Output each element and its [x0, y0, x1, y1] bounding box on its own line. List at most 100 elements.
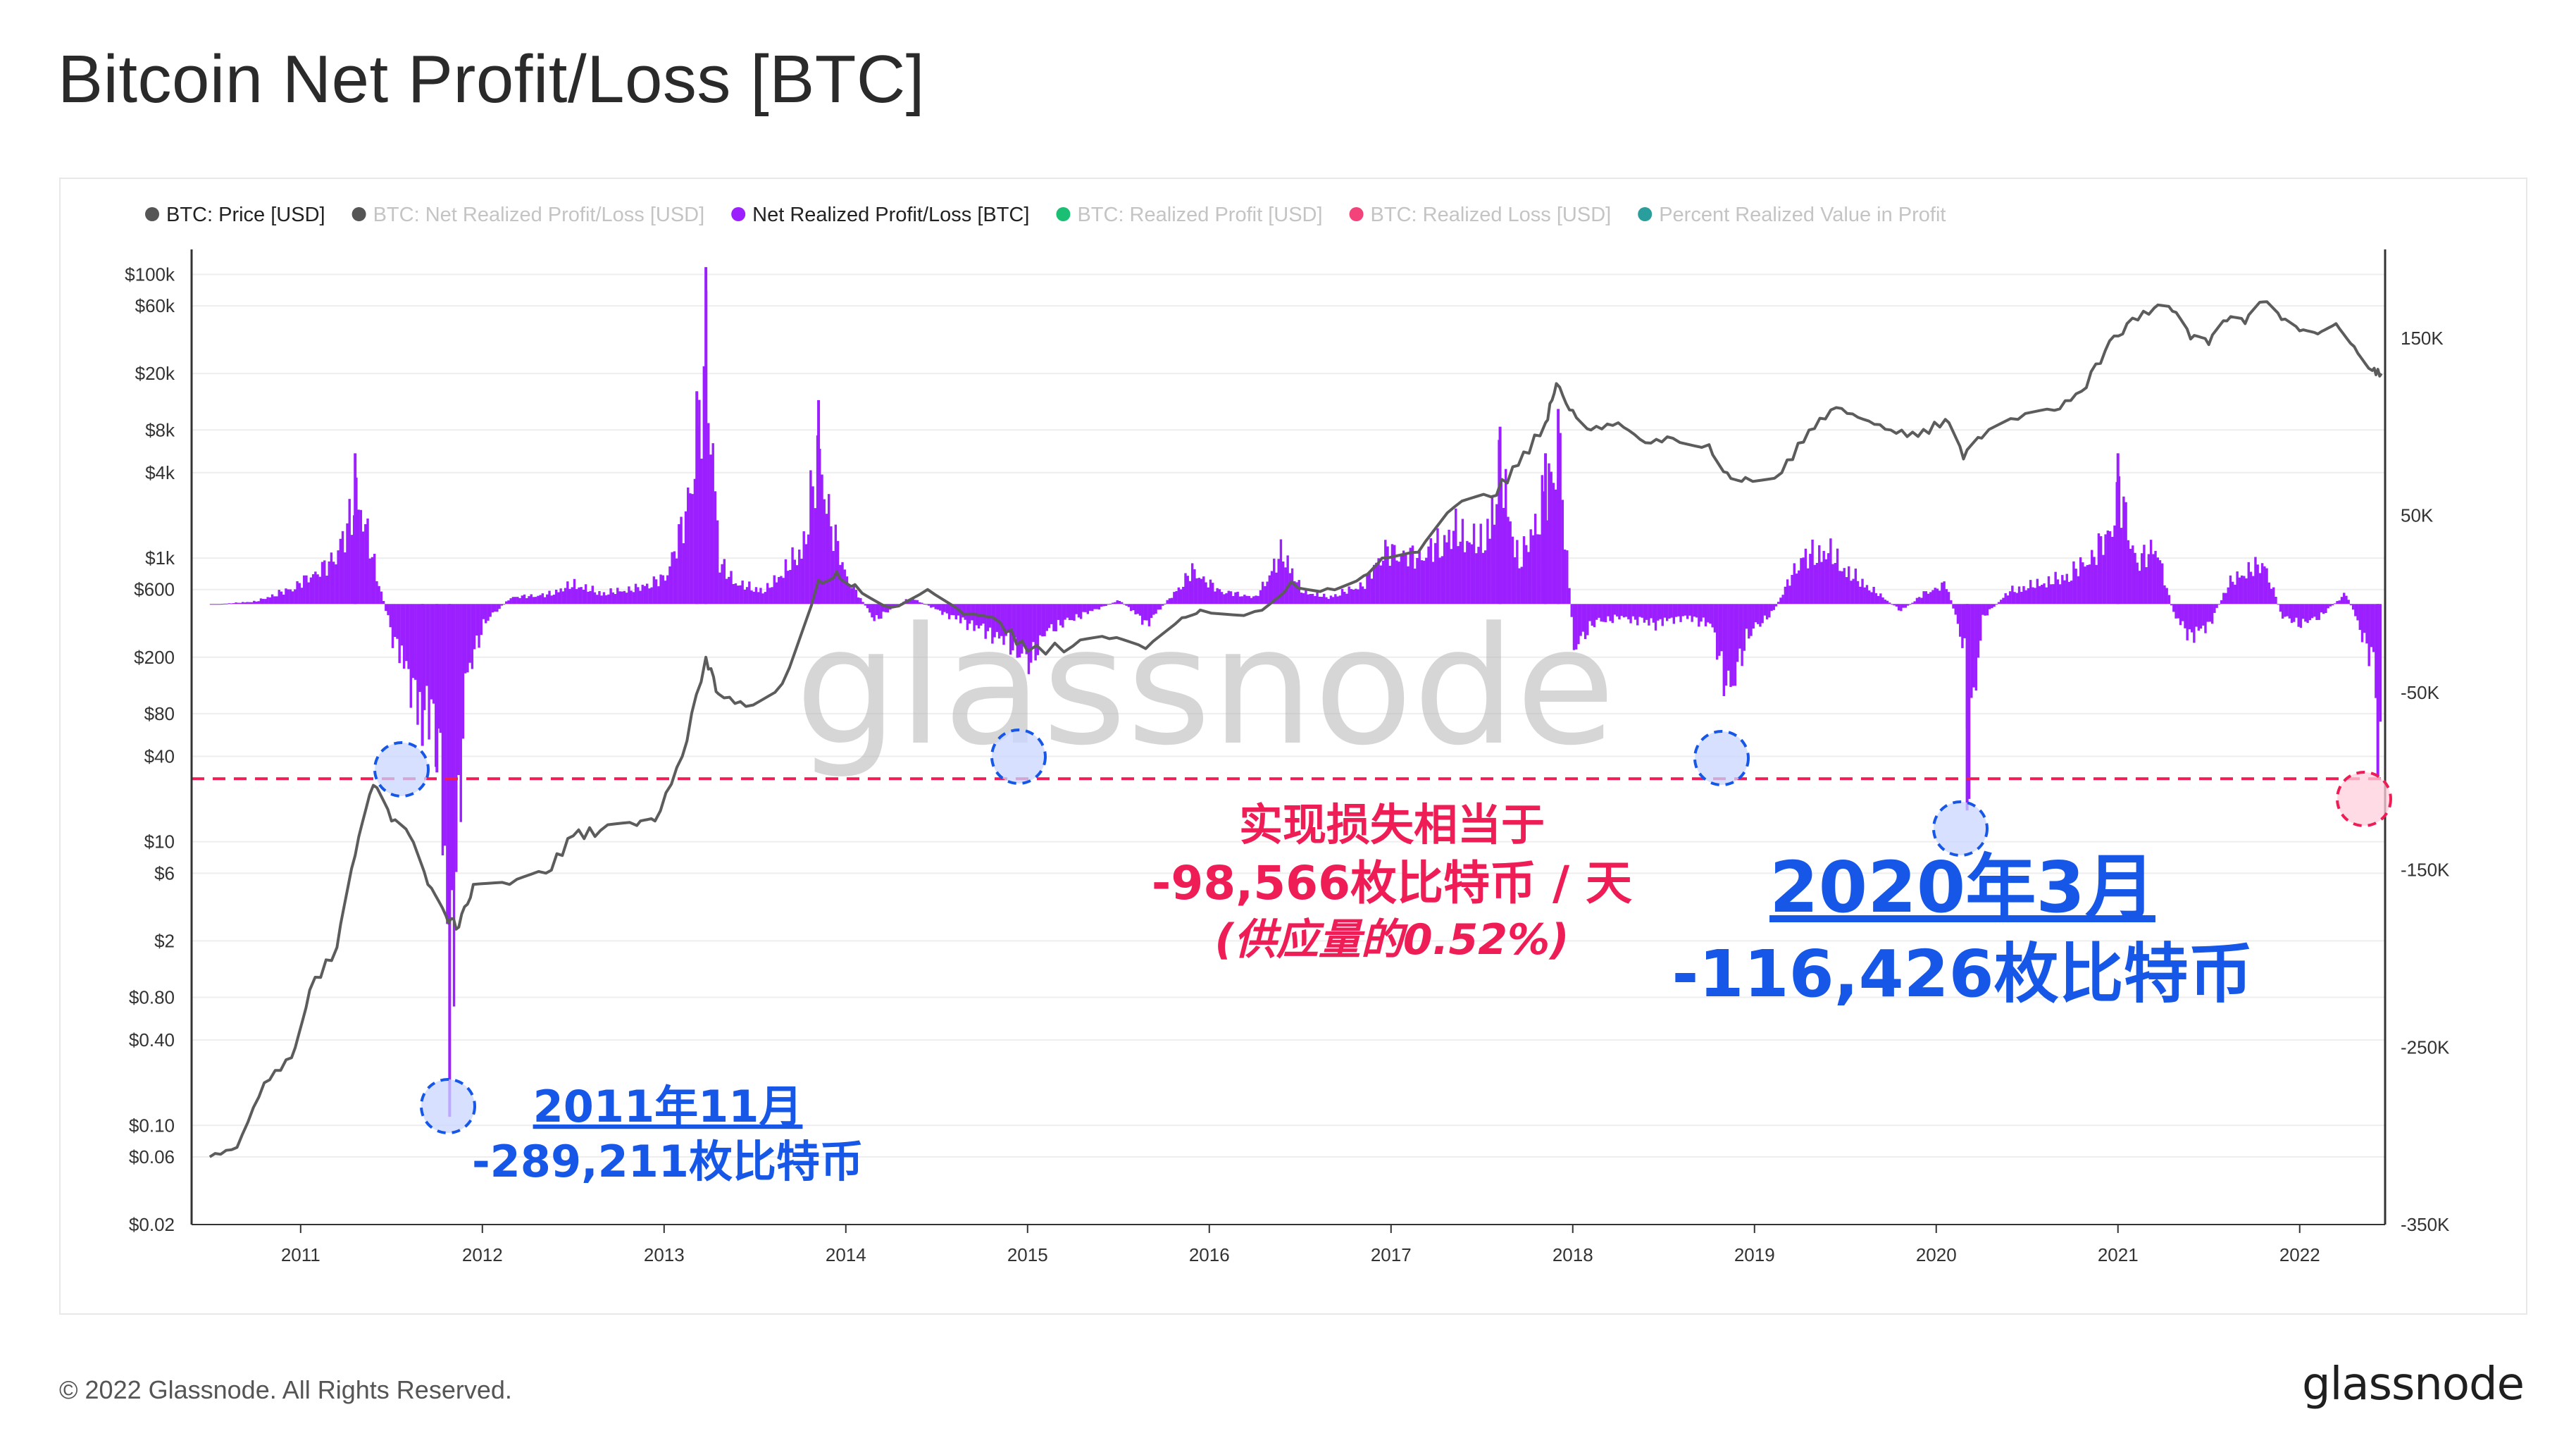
net-pl-bar-279: [843, 569, 846, 605]
legend-item-0[interactable]: BTC: Price [USD]: [166, 204, 325, 226]
net-pl-bar-517: [1384, 540, 1387, 605]
net-pl-bar-693: [1784, 586, 1787, 605]
net-pl-bar-728: [1863, 587, 1866, 605]
net-pl-bar-723: [1852, 578, 1855, 605]
net-pl-bar-185: [630, 590, 633, 605]
net-pl-bar-710: [1822, 550, 1825, 605]
net-pl-bar-51: [325, 576, 328, 605]
net-pl-bar-909: [2275, 597, 2277, 605]
annotation-current-line1: 实现损失相当于: [1239, 799, 1545, 850]
net-pl-bar-565: [1493, 524, 1496, 605]
net-pl-bar-835: [2106, 530, 2110, 605]
net-pl-bar-454: [1240, 596, 1244, 605]
legend-item-5[interactable]: Percent Realized Value in Profit: [1659, 204, 1946, 226]
net-pl-bar-310: [914, 600, 916, 605]
net-pl-bar-4: [218, 604, 222, 605]
net-pl-bar-312: [918, 602, 921, 605]
net-pl-bar-192: [645, 583, 649, 605]
net-pl-bar-57: [339, 538, 342, 605]
left-tick-label-14: $0.40: [129, 1029, 175, 1051]
net-pl-bar-358: [1023, 604, 1026, 647]
net-pl-bar-363: [1034, 604, 1037, 661]
net-pl-bar-531: [1416, 558, 1419, 605]
net-pl-bar-612: [1600, 604, 1603, 622]
net-pl-bar-231: [734, 583, 738, 605]
net-pl-bar-388: [1091, 604, 1094, 612]
net-pl-bar-37: [294, 589, 297, 605]
net-pl-bar-778: [1977, 604, 1980, 658]
legend-item-1[interactable]: BTC: Net Realized Profit/Loss [USD]: [373, 204, 705, 226]
net-pl-bar-436: [1200, 578, 1203, 605]
x-tick-label-10: 2021: [2098, 1244, 2139, 1265]
net-pl-bar-930: [2322, 604, 2325, 614]
net-pl-bar-484: [1309, 593, 1312, 605]
net-pl-bar-163: [580, 587, 583, 605]
left-tick-label-12: $2: [154, 930, 175, 951]
net-pl-bar-500: [1345, 593, 1348, 605]
legend-item-2[interactable]: Net Realized Profit/Loss [BTC]: [752, 204, 1029, 226]
net-pl-bar-164: [582, 590, 585, 605]
net-pl-bar-54: [332, 562, 335, 605]
net-pl-bar-941: [2347, 600, 2350, 605]
net-pl-bar-48: [318, 576, 321, 605]
net-pl-bar-652: [1691, 604, 1693, 622]
net-pl-bar-414: [1150, 604, 1153, 619]
net-pl-bar-902: [2258, 573, 2262, 605]
net-pl-bar-472: [1281, 561, 1285, 605]
net-pl-bar-359: [1025, 604, 1028, 655]
net-pl-bar-41: [303, 575, 306, 605]
net-pl-bar-882: [2213, 604, 2216, 613]
net-pl-bar-246: [769, 588, 771, 605]
net-pl-bar-533: [1420, 560, 1424, 605]
net-pl-bar-213: [693, 478, 697, 605]
net-pl-bar-785: [1993, 604, 1996, 607]
marker-2011-nov: [420, 1078, 476, 1134]
net-pl-bar-0: [209, 604, 213, 605]
net-pl-bar-55: [335, 564, 337, 605]
net-pl-bar-774: [1967, 604, 1971, 799]
net-pl-bar-419: [1162, 604, 1164, 606]
net-pl-bar-317: [930, 604, 933, 608]
net-pl-bar-385: [1084, 604, 1087, 612]
net-pl-bar-797: [2020, 591, 2023, 605]
net-pl-bar-522: [1395, 560, 1398, 605]
net-pl-bar-239: [752, 591, 755, 605]
net-pl-bar-890: [2231, 581, 2234, 605]
net-pl-bar-707: [1815, 562, 1819, 605]
net-pl-bar-372: [1054, 604, 1057, 632]
net-pl-bar-683: [1761, 604, 1764, 624]
net-pl-bar-892: [2236, 571, 2239, 605]
net-pl-bar-344: [991, 604, 994, 644]
x-tick-label-2: 2013: [644, 1244, 685, 1265]
net-pl-bar-733: [1874, 593, 1878, 605]
net-pl-bar-294: [877, 604, 881, 619]
net-pl-bar-179: [616, 588, 619, 605]
net-pl-bar-131: [507, 600, 510, 605]
net-pl-bar-187: [634, 583, 637, 605]
net-pl-bar-592: [1554, 489, 1557, 605]
net-pl-bar-217: [702, 366, 706, 605]
net-pl-bar-821: [2074, 569, 2077, 605]
net-pl-bar-814: [2058, 584, 2062, 605]
net-pl-bar-585: [1538, 534, 1541, 605]
net-pl-bar-283: [852, 584, 855, 605]
legend-item-3[interactable]: BTC: Realized Profit [USD]: [1077, 204, 1322, 226]
net-pl-bar-28: [273, 596, 276, 605]
net-pl-bar-139: [525, 598, 528, 605]
net-pl-bar-627: [1634, 604, 1637, 620]
net-pl-bar-851: [2143, 545, 2146, 605]
net-pl-bar-523: [1398, 562, 1400, 605]
net-pl-bar-820: [2072, 561, 2075, 605]
net-pl-bar-952: [2372, 604, 2375, 652]
net-pl-bar-761: [1938, 590, 1941, 605]
net-pl-bar-198: [659, 574, 662, 605]
net-pl-bar-357: [1021, 604, 1023, 654]
net-pl-bar-530: [1414, 569, 1417, 605]
legend-item-4[interactable]: BTC: Realized Loss [USD]: [1371, 204, 1612, 226]
left-tick-label-6: $600: [134, 579, 175, 600]
legend-dot-3: [1056, 207, 1071, 221]
net-pl-bar-758: [1931, 590, 1934, 605]
net-pl-bar-43: [307, 582, 310, 605]
net-pl-bar-591: [1552, 483, 1555, 605]
net-pl-bar-61: [348, 499, 351, 605]
